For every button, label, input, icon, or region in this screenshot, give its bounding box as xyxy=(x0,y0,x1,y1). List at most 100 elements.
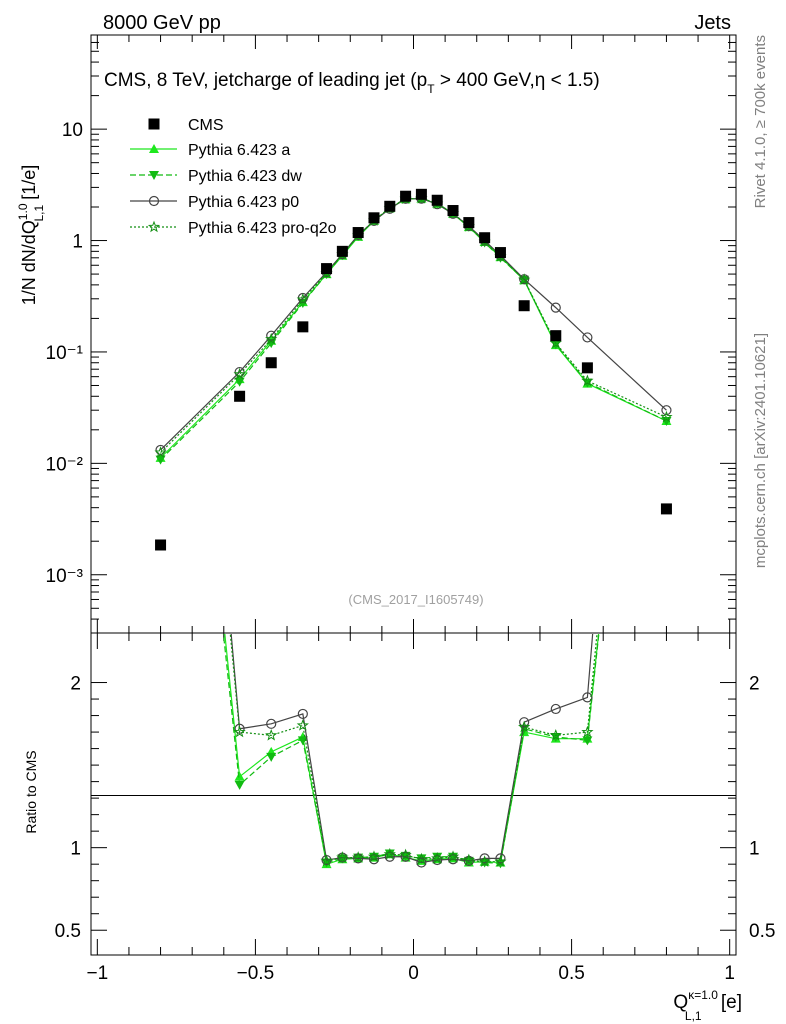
ratio-point xyxy=(399,848,412,861)
ratio-point xyxy=(368,854,380,865)
legend-label: Pythia 6.423 p0 xyxy=(188,194,299,211)
legend-item: Pythia 6.423 a xyxy=(130,142,290,159)
data-point xyxy=(550,330,562,342)
ratio-point xyxy=(320,854,333,867)
ratio-point xyxy=(156,43,166,52)
ratio-point xyxy=(582,736,593,746)
ratio-point xyxy=(661,2,671,11)
legend: CMS Pythia 6.423 a Pythia 6.423 dw Pythia 6… xyxy=(130,117,337,237)
ratio-point xyxy=(234,723,245,734)
ratio-panel-frame xyxy=(90,632,737,956)
ratio-point xyxy=(234,771,245,781)
ratio-point xyxy=(416,857,427,868)
data-point xyxy=(368,212,380,224)
ratio-point xyxy=(352,851,365,863)
data-point xyxy=(660,503,672,515)
ratio-point xyxy=(518,720,531,733)
legend-label: Pythia 6.423 dw xyxy=(188,168,302,185)
data-point xyxy=(265,357,277,369)
y-axis-label: 1/N dN/dQ1.0 L,1 [1/e] xyxy=(16,165,46,305)
ratio-line xyxy=(230,634,594,864)
legend-item: Pythia 6.423 pro-q2o xyxy=(130,220,337,237)
data-point xyxy=(431,194,443,206)
ratio-point xyxy=(432,854,443,866)
y-tick-label: 10⁻² xyxy=(46,454,84,475)
series-line xyxy=(160,197,667,459)
x-tick-label: 0 xyxy=(408,963,419,984)
header-right: Jets xyxy=(694,12,731,34)
ratio-tick-label: 0.5 xyxy=(749,921,775,942)
data-point xyxy=(155,455,166,465)
data-point xyxy=(154,446,167,458)
ratio-point xyxy=(549,728,562,741)
data-point xyxy=(233,367,246,380)
data-point xyxy=(234,390,246,402)
ratio-point xyxy=(337,854,348,864)
data-point xyxy=(384,200,396,212)
data-point xyxy=(550,302,561,313)
header-left: 8000 GeV pp xyxy=(103,12,221,34)
data-point xyxy=(494,247,506,259)
rivet-label: Rivet 4.1.0, ≥ 700k events xyxy=(752,35,769,208)
legend-label: Pythia 6.423 a xyxy=(188,142,290,159)
ratio-tick-label: 1 xyxy=(70,839,81,860)
data-point xyxy=(266,330,277,341)
main-axis-ticks: 10⁻³ 10⁻² 10⁻¹ 1 10 xyxy=(46,34,736,634)
ratio-point xyxy=(446,850,460,862)
data-point xyxy=(297,321,309,333)
ratio-point xyxy=(550,703,561,715)
x-tick-label: −0.5 xyxy=(237,963,275,984)
ratio-point xyxy=(431,851,444,864)
ratio-point xyxy=(266,752,277,762)
x-tick-label: 0.5 xyxy=(558,963,584,984)
legend-label: CMS xyxy=(188,117,224,134)
data-point xyxy=(660,410,673,423)
legend-item: CMS xyxy=(148,117,224,134)
data-point xyxy=(265,332,278,345)
legend-item: Pythia 6.423 p0 xyxy=(130,194,299,211)
ratio-point xyxy=(447,854,459,865)
ratio-point xyxy=(296,719,309,731)
ratio-point xyxy=(297,708,308,720)
ratio-line xyxy=(222,634,600,864)
data-point xyxy=(581,374,594,387)
data-point xyxy=(479,232,491,244)
chart-title: CMS, 8 TeV, jetcharge of leading jet (pT… xyxy=(104,70,600,96)
data-point xyxy=(352,227,364,239)
ratio-point xyxy=(494,855,507,867)
x-axis-label: Qκ=1.0 L,1 [e] xyxy=(673,988,742,1023)
ratio-point xyxy=(266,718,277,729)
x-tick-label: −1 xyxy=(86,963,108,984)
ratio-tick-label: 2 xyxy=(70,674,81,695)
ratio-point xyxy=(367,850,381,862)
data-point xyxy=(549,336,562,349)
y-tick-label: 10 xyxy=(62,120,83,141)
ratio-point xyxy=(582,692,593,703)
ratio-point xyxy=(384,851,395,862)
legend-item: Pythia 6.423 dw xyxy=(130,168,302,185)
ratio-tick-label: 2 xyxy=(749,674,760,695)
ratio-point xyxy=(265,728,278,741)
data-point xyxy=(581,362,593,374)
svg-text:1/N dN/dQ1.0L,1 [1/e]: 1/N dN/dQ1.0 L,1 [1/e] xyxy=(16,165,46,305)
x-tick-label: 1 xyxy=(724,963,735,984)
ratio-point xyxy=(384,849,395,859)
analysis-id: (CMS_2017_I1605749) xyxy=(348,592,483,607)
ratio-line xyxy=(224,634,600,865)
ratio-point xyxy=(432,852,443,862)
ratio-pythia-6-423-p0 xyxy=(230,634,594,868)
ratio-pythia-6-423-dw xyxy=(156,2,671,869)
ratio-point xyxy=(297,736,308,746)
y-tick-label: 1 xyxy=(72,232,83,253)
data-point xyxy=(234,377,245,387)
ratio-pythia-6-423-pro-q2o xyxy=(229,634,598,867)
ratio-point xyxy=(495,853,506,864)
data-point xyxy=(321,263,333,275)
series-cms xyxy=(155,188,672,551)
data-point xyxy=(400,190,412,202)
ratio-axis-ticks: −1 −0.5 0 0.5 1 0.5 0.5 1 1 2 2 xyxy=(55,633,775,984)
data-point xyxy=(447,205,459,217)
data-point xyxy=(155,539,167,551)
ratio-point xyxy=(336,851,349,863)
